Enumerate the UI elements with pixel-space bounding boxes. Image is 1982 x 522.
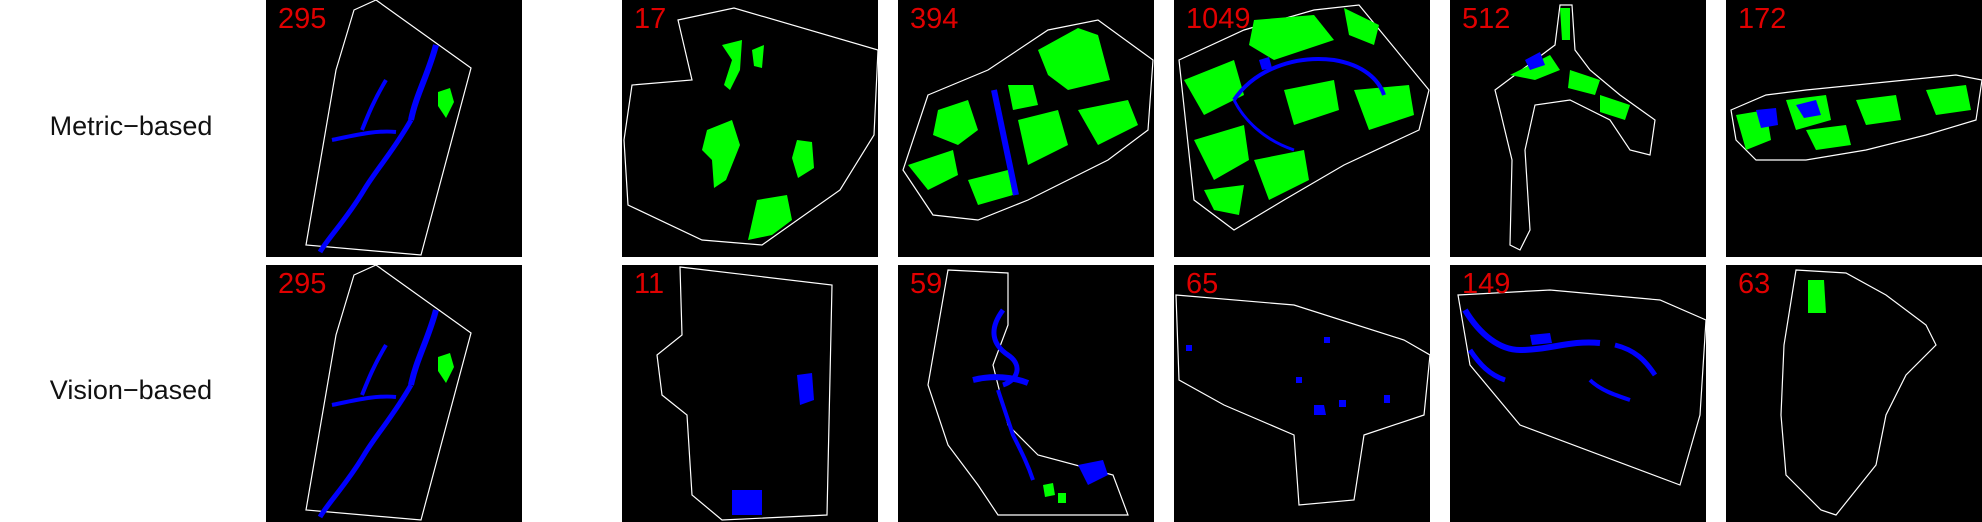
panel-metric-4: 1049 xyxy=(1174,0,1430,257)
panel-number: 11 xyxy=(634,268,665,300)
map-shape xyxy=(1175,294,1430,506)
panel-metric-5: 512 xyxy=(1450,0,1706,257)
panel-number: 1049 xyxy=(1186,3,1251,35)
map-shape xyxy=(1730,74,1982,161)
row-label-vision: Vision−based xyxy=(49,375,213,405)
map-shape xyxy=(1178,4,1430,231)
map-shape xyxy=(1494,4,1656,251)
panel-number: 295 xyxy=(278,268,327,300)
panel-number: 17 xyxy=(634,3,667,35)
panel-number: 295 xyxy=(278,3,327,35)
panel-vision-5: 149 xyxy=(1450,265,1706,522)
map-shape xyxy=(1457,289,1706,486)
map-shape xyxy=(902,19,1154,221)
panel-vision-4: 65 xyxy=(1174,265,1430,522)
map-shape xyxy=(927,269,1129,516)
panel-number: 59 xyxy=(910,268,943,300)
map-shape xyxy=(1780,269,1937,516)
panel-metric-3: 394 xyxy=(898,0,1154,257)
map-shape xyxy=(623,7,878,246)
map-shape xyxy=(305,265,472,521)
panel-number: 65 xyxy=(1186,268,1219,300)
panel-metric-6: 172 xyxy=(1726,0,1982,257)
panel-number: 63 xyxy=(1738,268,1771,300)
panel-number: 149 xyxy=(1462,268,1511,300)
panel-metric-2: 17 xyxy=(622,0,878,257)
panel-number: 172 xyxy=(1738,3,1787,35)
panel-number: 394 xyxy=(910,3,959,35)
map-shape xyxy=(305,0,472,256)
panel-vision-3: 59 xyxy=(898,265,1154,522)
panel-vision-2: 11 xyxy=(622,265,878,522)
panel-metric-1: 295 xyxy=(266,0,522,257)
row-label-metric: Metric−based xyxy=(49,111,213,141)
panel-number: 512 xyxy=(1462,3,1511,35)
panel-vision-6: 63 xyxy=(1726,265,1982,522)
panel-vision-1: 295 xyxy=(266,265,522,522)
map-shape xyxy=(656,266,833,521)
